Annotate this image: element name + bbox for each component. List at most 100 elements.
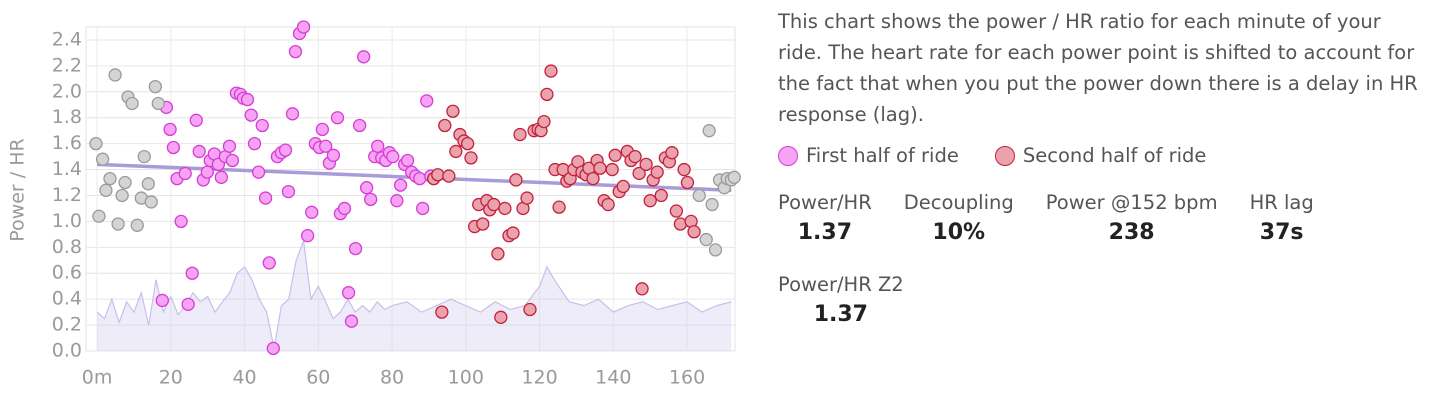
point <box>185 266 199 280</box>
point <box>111 217 125 231</box>
chart: Power / HR 0.0 0.2 0.4 0.6 0.8 1.0 1.2 1.4 1.6 1.… <box>7 20 741 389</box>
point <box>498 201 512 216</box>
point <box>125 96 139 111</box>
point <box>357 50 371 64</box>
stat: Power/HR Z2 1.37 <box>778 273 904 327</box>
point <box>442 169 456 183</box>
point <box>699 232 713 247</box>
area-line <box>96 240 732 349</box>
point <box>393 178 408 192</box>
y-tick-label: 0.8 <box>52 236 82 258</box>
point <box>151 96 165 111</box>
y-tick-label: 1.6 <box>52 132 82 154</box>
point <box>285 107 300 121</box>
point <box>632 166 646 181</box>
point <box>214 170 228 184</box>
point <box>148 79 162 94</box>
x-tick-label: 60 <box>306 367 330 389</box>
point <box>352 118 367 133</box>
y-tick-label: 1.8 <box>52 106 82 128</box>
point <box>413 171 427 186</box>
point <box>341 286 356 300</box>
x-tick-label: 20 <box>159 367 183 389</box>
point <box>108 68 122 82</box>
legend-swatch <box>778 145 798 166</box>
legend: First half of ride Second half of ride <box>778 144 1428 167</box>
point <box>359 181 374 195</box>
stat-value: 1.37 <box>813 302 868 327</box>
x-tick-label: 160 <box>669 367 705 389</box>
stat-label: Power/HR <box>778 191 872 214</box>
point <box>464 151 478 165</box>
point <box>727 170 741 184</box>
point <box>449 144 463 159</box>
point <box>163 122 177 137</box>
point <box>420 94 434 108</box>
point <box>605 162 619 177</box>
point <box>348 241 363 256</box>
point <box>92 209 106 223</box>
y-tick-label: 1.4 <box>52 158 82 180</box>
point <box>476 217 490 231</box>
point <box>251 165 266 179</box>
y-axis-label: Power / HR <box>7 138 29 241</box>
point <box>222 139 237 153</box>
legend-label: Second half of ride <box>1022 144 1207 167</box>
point <box>103 171 117 186</box>
point <box>540 87 554 102</box>
point <box>692 188 706 203</box>
point <box>438 118 452 133</box>
x-tick-label: 80 <box>380 367 404 389</box>
x-tick-label: 0m <box>82 367 113 389</box>
point <box>643 194 657 208</box>
point <box>593 161 607 175</box>
point <box>400 153 415 168</box>
point <box>118 175 132 190</box>
point <box>601 197 615 212</box>
point <box>115 188 129 203</box>
point <box>315 122 330 137</box>
point <box>95 152 110 166</box>
point <box>386 149 400 164</box>
point <box>491 247 505 261</box>
point <box>330 111 345 125</box>
y-tick-label: 0.6 <box>52 262 82 284</box>
point <box>494 310 508 324</box>
point <box>166 140 181 155</box>
point <box>305 205 319 219</box>
stat: HR lag 37s <box>1250 191 1314 245</box>
x-tick-label: 120 <box>521 367 557 389</box>
point <box>509 173 523 187</box>
point <box>416 201 430 216</box>
stat-label: HR lag <box>1249 191 1314 214</box>
point <box>130 218 144 232</box>
point <box>181 297 195 311</box>
point <box>344 314 359 328</box>
info-panel: This chart shows the power / HR ratio fo… <box>778 6 1428 327</box>
point <box>89 136 103 151</box>
point <box>99 183 113 197</box>
point <box>552 200 566 214</box>
point <box>708 243 723 257</box>
stat-label: Power/HR Z2 <box>778 273 904 296</box>
point <box>390 194 404 208</box>
x-tick-label: 140 <box>595 367 631 389</box>
stat-label: Power @152 bpm <box>1045 191 1218 214</box>
point <box>296 20 311 34</box>
point <box>247 136 262 151</box>
point <box>520 191 534 205</box>
point <box>266 341 280 356</box>
stat-value: 10% <box>932 220 986 245</box>
point <box>687 225 701 239</box>
point <box>616 179 630 194</box>
legend-item: First half of ride <box>778 144 959 167</box>
y-tick-label: 2.2 <box>52 54 82 76</box>
point <box>650 165 664 179</box>
stat-value: 1.37 <box>797 220 853 245</box>
point <box>141 177 155 191</box>
point <box>608 148 622 162</box>
point <box>200 165 214 179</box>
point <box>240 92 255 107</box>
point <box>258 191 273 205</box>
